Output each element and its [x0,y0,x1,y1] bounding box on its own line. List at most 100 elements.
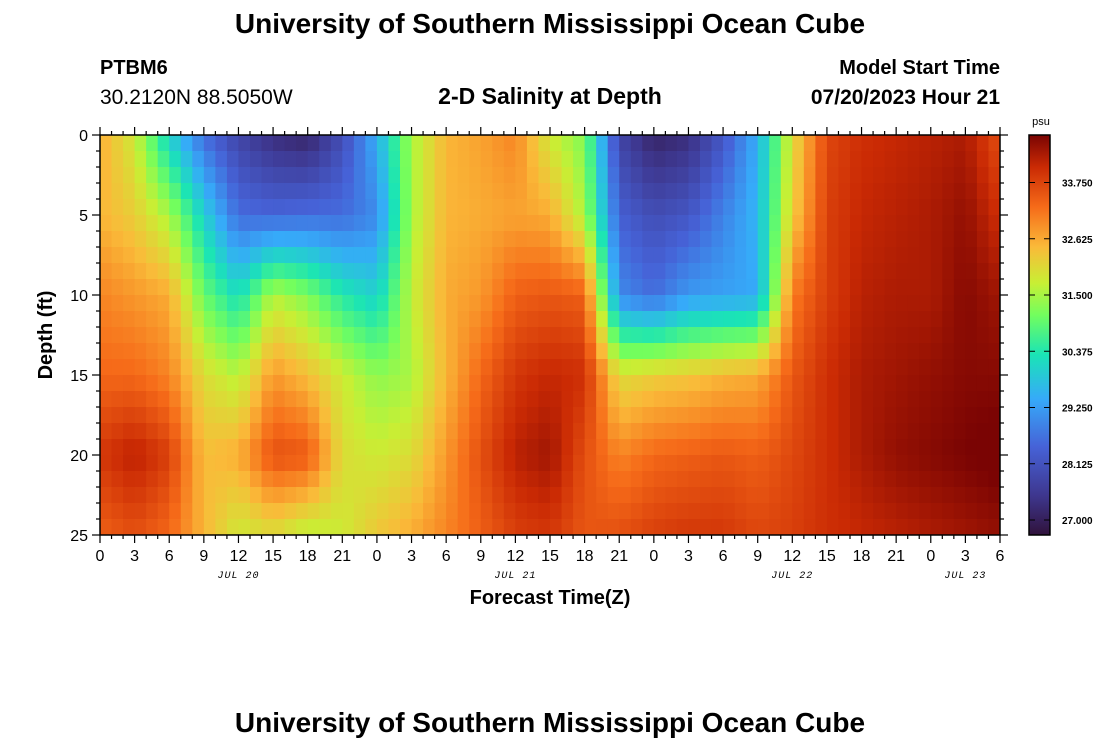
heatmap-cell [319,519,332,535]
heatmap-cell [423,343,436,360]
heatmap-cell [284,167,297,184]
heatmap-cell [815,247,828,264]
heatmap-cell [480,423,493,440]
heatmap-cell [400,471,413,488]
heatmap-cell [942,231,955,248]
heatmap-cell [757,231,770,248]
heatmap-cell [896,407,909,424]
heatmap-cell [192,455,205,472]
heatmap-cell [296,183,309,200]
heatmap-cell [388,311,401,328]
heatmap-cell [688,519,701,535]
heatmap-cell [434,247,447,264]
heatmap-cell [688,311,701,328]
heatmap-cell [434,215,447,232]
heatmap-cell [238,215,251,232]
heatmap-cell [261,151,274,168]
heatmap-cell [469,439,482,456]
heatmap-cell [261,247,274,264]
heatmap-cell [134,135,147,152]
heatmap-cell [342,167,355,184]
heatmap-cell [942,167,955,184]
heatmap-cell [169,167,182,184]
heatmap-cell [803,519,816,535]
heatmap-cell [619,455,632,472]
heatmap-cell [688,439,701,456]
heatmap-cell [803,247,816,264]
heatmap-cell [873,183,886,200]
heatmap-cell [342,247,355,264]
heatmap-cell [607,135,620,152]
heatmap-cell [307,311,320,328]
heatmap-cell [976,503,990,520]
heatmap-cell [688,487,701,504]
x-tick-label: 12 [230,548,248,565]
heatmap-cell [203,311,216,328]
heatmap-cell [376,519,390,535]
heatmap-cell [930,215,943,232]
heatmap-cell [457,295,470,312]
heatmap-cell [423,151,436,168]
heatmap-cell [700,343,713,360]
heatmap-cell [307,391,320,408]
heatmap-cell [192,407,205,424]
heatmap-cell [757,279,770,296]
heatmap-cell [780,247,793,264]
heatmap-cell [653,151,666,168]
heatmap-cell [573,343,586,360]
heatmap-cell [596,423,609,440]
heatmap-cell [953,183,966,200]
heatmap-cell [965,199,978,216]
heatmap-cell [411,199,424,216]
heatmap-cell [780,215,793,232]
heatmap-cell [630,263,643,280]
heatmap-cell [976,151,990,168]
heatmap-cell [723,151,736,168]
heatmap-cell [526,247,540,264]
heatmap-cell [307,279,320,296]
heatmap-cell [665,167,678,184]
heatmap-cell [965,135,978,152]
heatmap-cell [261,519,274,535]
heatmap-cell [457,151,470,168]
heatmap-cell [953,247,966,264]
heatmap-cell [146,327,159,344]
heatmap-cell [988,487,1000,504]
heatmap-cell [642,231,655,248]
heatmap-cell [376,199,390,216]
heatmap-cell [388,359,401,376]
heatmap-cell [169,183,182,200]
heatmap-cell [826,407,840,424]
heatmap-cell [642,295,655,312]
heatmap-cell [146,295,159,312]
heatmap-cell [815,359,828,376]
heatmap-cell [734,311,747,328]
heatmap-cell [596,391,609,408]
heatmap-cell [192,439,205,456]
heatmap-cell [642,519,655,535]
heatmap-cell [296,135,309,152]
heatmap-cell [480,519,493,535]
heatmap-cell [480,263,493,280]
heatmap-cell [376,135,390,152]
heatmap-cell [226,135,240,152]
heatmap-cell [873,423,886,440]
heatmap-cell [850,327,863,344]
heatmap-cell [919,407,932,424]
heatmap-cell [111,183,124,200]
heatmap-cell [330,151,343,168]
heatmap-cell [769,455,782,472]
heatmap-cell [607,471,620,488]
heatmap-cell [642,183,655,200]
heatmap-cell [907,135,920,152]
heatmap-cell [803,471,816,488]
heatmap-cell [157,375,170,392]
heatmap-cell [157,311,170,328]
heatmap-cell [953,199,966,216]
heatmap-cell [203,215,216,232]
heatmap-cell [400,391,413,408]
heatmap-cell [469,151,482,168]
heatmap-cell [365,407,378,424]
heatmap-cell [550,503,563,520]
